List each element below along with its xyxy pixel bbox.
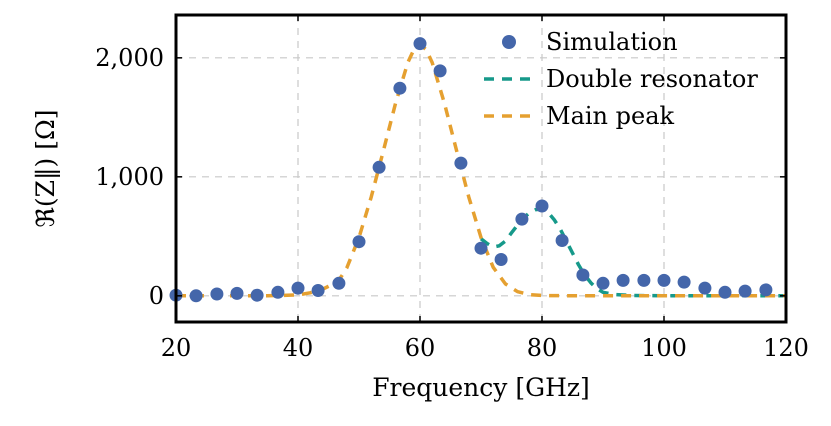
data-point xyxy=(393,81,407,95)
data-point xyxy=(189,289,203,303)
x-tick-label: 40 xyxy=(283,334,314,362)
x-axis-label: Frequency [GHz] xyxy=(372,373,590,402)
legend-swatch-simulation xyxy=(502,35,516,49)
legend: Simulation Double resonator Main peak xyxy=(484,28,758,130)
legend-label-simulation: Simulation xyxy=(546,28,678,56)
data-point xyxy=(230,286,244,300)
data-point xyxy=(494,253,508,266)
axis-ticks xyxy=(175,15,787,322)
x-tick-label: 60 xyxy=(405,334,436,362)
x-tick-label: 20 xyxy=(161,334,192,362)
y-axis-label: ℜ(Z‖) [Ω] xyxy=(31,110,61,228)
grid-lines xyxy=(176,15,786,322)
x-tick-label: 100 xyxy=(641,334,687,362)
data-point xyxy=(352,235,366,249)
data-point xyxy=(515,212,529,226)
data-point xyxy=(291,281,305,295)
y-tick-label: 0 xyxy=(149,282,164,310)
data-point xyxy=(657,273,671,287)
data-point xyxy=(616,273,630,287)
x-tick-label: 120 xyxy=(763,334,809,362)
data-point xyxy=(372,160,386,174)
data-point xyxy=(576,268,590,282)
data-point xyxy=(555,234,569,247)
data-point xyxy=(332,276,346,290)
data-point xyxy=(677,275,691,289)
plot-frame xyxy=(174,13,788,324)
tick-labels: 20 40 60 80 100 120 0 1,000 2,000 xyxy=(95,44,809,362)
legend-label-main-peak: Main peak xyxy=(546,102,675,130)
x-tick-label: 80 xyxy=(527,334,558,362)
simulation-points xyxy=(169,37,773,303)
data-point xyxy=(596,276,610,290)
data-point xyxy=(210,287,224,301)
data-point xyxy=(413,37,427,51)
data-point xyxy=(454,156,468,170)
data-point xyxy=(271,285,285,299)
data-point xyxy=(759,283,773,297)
data-point xyxy=(698,281,712,295)
data-point xyxy=(433,64,447,78)
legend-label-double-resonator: Double resonator xyxy=(546,65,758,93)
y-tick-label: 1,000 xyxy=(95,163,164,191)
data-point xyxy=(311,284,325,297)
data-point xyxy=(250,288,264,302)
data-point xyxy=(535,199,549,213)
data-point xyxy=(474,241,488,255)
data-point xyxy=(738,284,752,298)
data-point xyxy=(718,285,732,299)
y-tick-label: 2,000 xyxy=(95,44,164,72)
data-point xyxy=(637,273,651,287)
